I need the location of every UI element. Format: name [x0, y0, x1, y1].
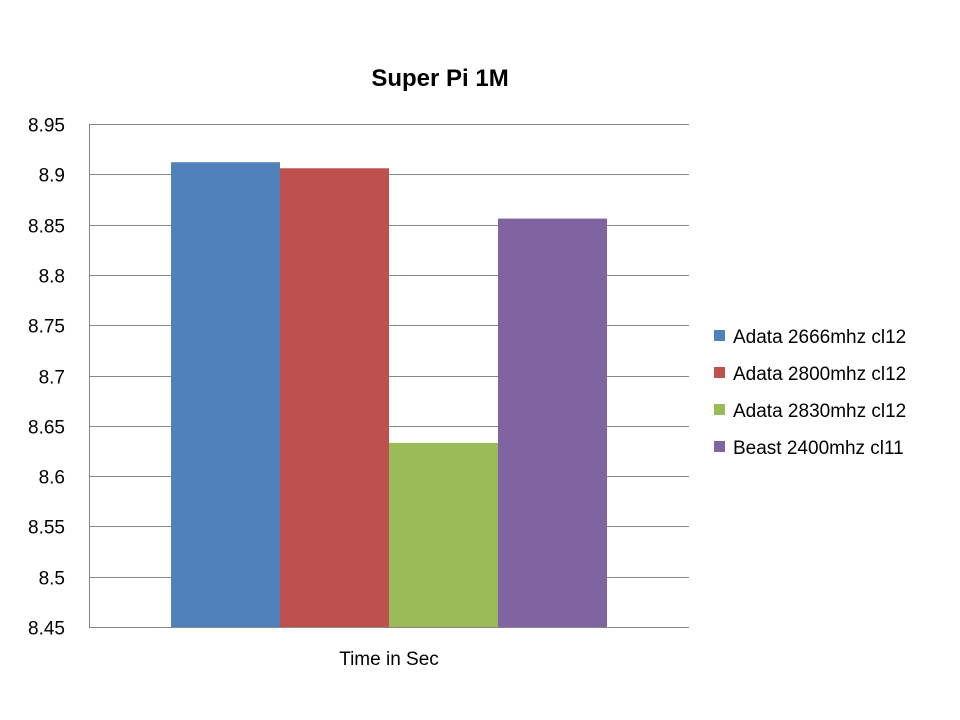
legend: Adata 2666mhz cl12 Adata 2800mhz cl12 Adat…: [714, 327, 906, 459]
legend-item: Adata 2800mhz cl12: [714, 364, 906, 385]
bars: [171, 162, 607, 628]
chart-title: Super Pi 1M: [371, 65, 508, 92]
legend-swatch: [714, 404, 725, 415]
y-tick-label: 8.75: [28, 317, 65, 338]
legend-swatch: [714, 367, 725, 378]
legend-label: Adata 2830mhz cl12: [733, 401, 906, 422]
bar-1: [171, 162, 280, 627]
y-tick-label: 8.5: [39, 569, 65, 590]
legend-label: Adata 2666mhz cl12: [733, 327, 906, 348]
y-tick-label: 8.55: [28, 518, 65, 539]
bar-4: [498, 218, 607, 627]
y-tick-label: 8.6: [39, 468, 65, 489]
y-tick-label: 8.85: [28, 217, 65, 238]
x-axis: Time in Sec: [89, 124, 689, 670]
y-tick-label: 8.8: [39, 267, 65, 288]
bar-3: [389, 442, 498, 627]
legend-item: Beast 2400mhz cl11: [714, 438, 904, 459]
legend-item: Adata 2830mhz cl12: [714, 401, 906, 422]
bar-2: [280, 168, 389, 628]
y-tick-label: 8.95: [28, 116, 65, 137]
legend-label: Adata 2800mhz cl12: [733, 364, 906, 385]
y-tick-label: 8.45: [28, 619, 65, 640]
legend-item: Adata 2666mhz cl12: [714, 327, 906, 348]
y-tick-label: 8.65: [28, 418, 65, 439]
y-tick-label: 8.7: [39, 368, 65, 389]
x-tick-label: Time in Sec: [339, 649, 439, 670]
legend-swatch: [714, 441, 725, 452]
y-tick-label: 8.9: [39, 166, 65, 187]
legend-swatch: [714, 330, 725, 341]
legend-label: Beast 2400mhz cl11: [733, 438, 904, 459]
y-axis-ticks: 8.45 8.5 8.55 8.6 8.65 8.7 8.75 8.8 8.85 8.9 8.95: [28, 116, 65, 640]
